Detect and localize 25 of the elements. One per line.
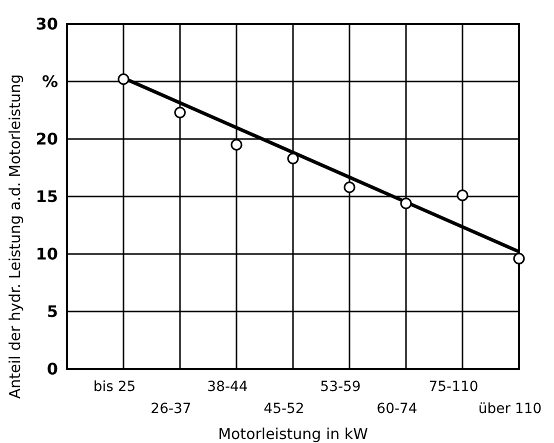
point [344,182,356,194]
x-tick-label: bis 25 [93,379,136,395]
x-tick-label: 53-59 [320,379,361,395]
y-tick-label: 5 [46,302,58,322]
y-axis-title: Anteil der hydr. Leistung a.d. Motorleistung [6,74,24,399]
y-tick-label: 15 [36,187,58,206]
point [174,106,186,118]
point [456,190,468,202]
point [118,73,130,85]
point [400,198,412,210]
x-tick-label: 75-110 [428,379,478,395]
y-tick-label: 30 [36,14,58,34]
point [230,138,242,151]
x-tick-label: 45-52 [264,401,304,417]
x-tick-label: 38-44 [207,379,248,395]
y-tick-label: % [42,72,58,92]
x-tick-label: über 110 [478,401,542,417]
point [287,152,299,164]
x-tick-label: 26-37 [150,401,192,417]
y-tick-label: 0 [46,360,58,379]
x-axis-title: Motorleistung in kW [218,425,368,443]
point [513,252,525,264]
y-tick-label: 20 [36,130,58,149]
x-tick-label: 60-74 [376,401,418,417]
y-tick-label: 10 [36,244,58,264]
